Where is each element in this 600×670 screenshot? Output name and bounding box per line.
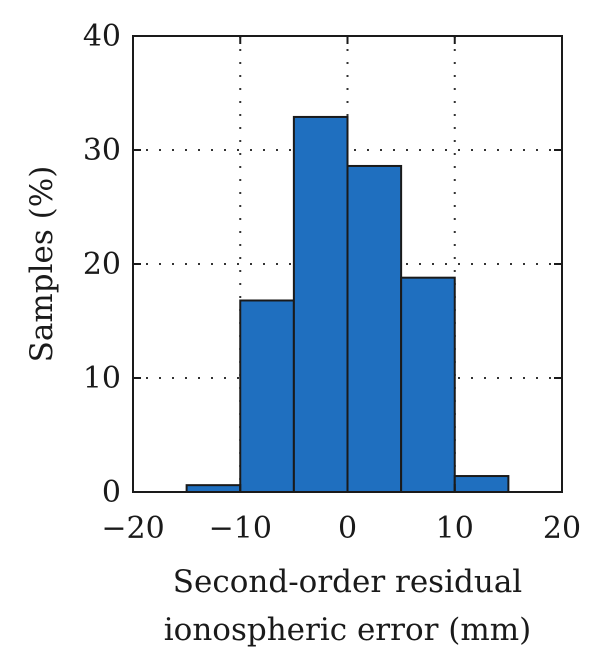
y-tick-label: 20 — [83, 247, 121, 282]
x-axis-label-line-1: Second-order residual — [173, 564, 522, 600]
histogram-bar — [346, 164, 403, 494]
histogram-bar — [185, 484, 242, 494]
bars — [185, 115, 510, 494]
y-tick-label: 40 — [83, 19, 121, 54]
x-tick-label: 0 — [338, 511, 357, 546]
y-tick-label: 30 — [83, 133, 121, 168]
x-tick-label: −20 — [101, 511, 164, 546]
x-tick-labels: −20 −10 0 10 20 — [101, 511, 581, 546]
y-tick-label: 10 — [83, 361, 121, 396]
x-tick-label: 20 — [543, 511, 581, 546]
y-tick-label: 0 — [102, 475, 121, 510]
histogram-bar — [292, 115, 349, 493]
axis-ticks — [132, 35, 563, 493]
y-axis-label: Samples (%) — [24, 166, 60, 363]
histogram-bar — [239, 299, 295, 494]
histogram-bar — [453, 475, 510, 494]
x-tick-label: −10 — [209, 511, 272, 546]
histogram-bar — [400, 276, 456, 493]
x-axis-label-line-2: ionospheric error (mm) — [164, 612, 532, 648]
x-tick-label: 10 — [436, 511, 474, 546]
y-tick-labels: 0 10 20 30 40 — [83, 19, 121, 510]
